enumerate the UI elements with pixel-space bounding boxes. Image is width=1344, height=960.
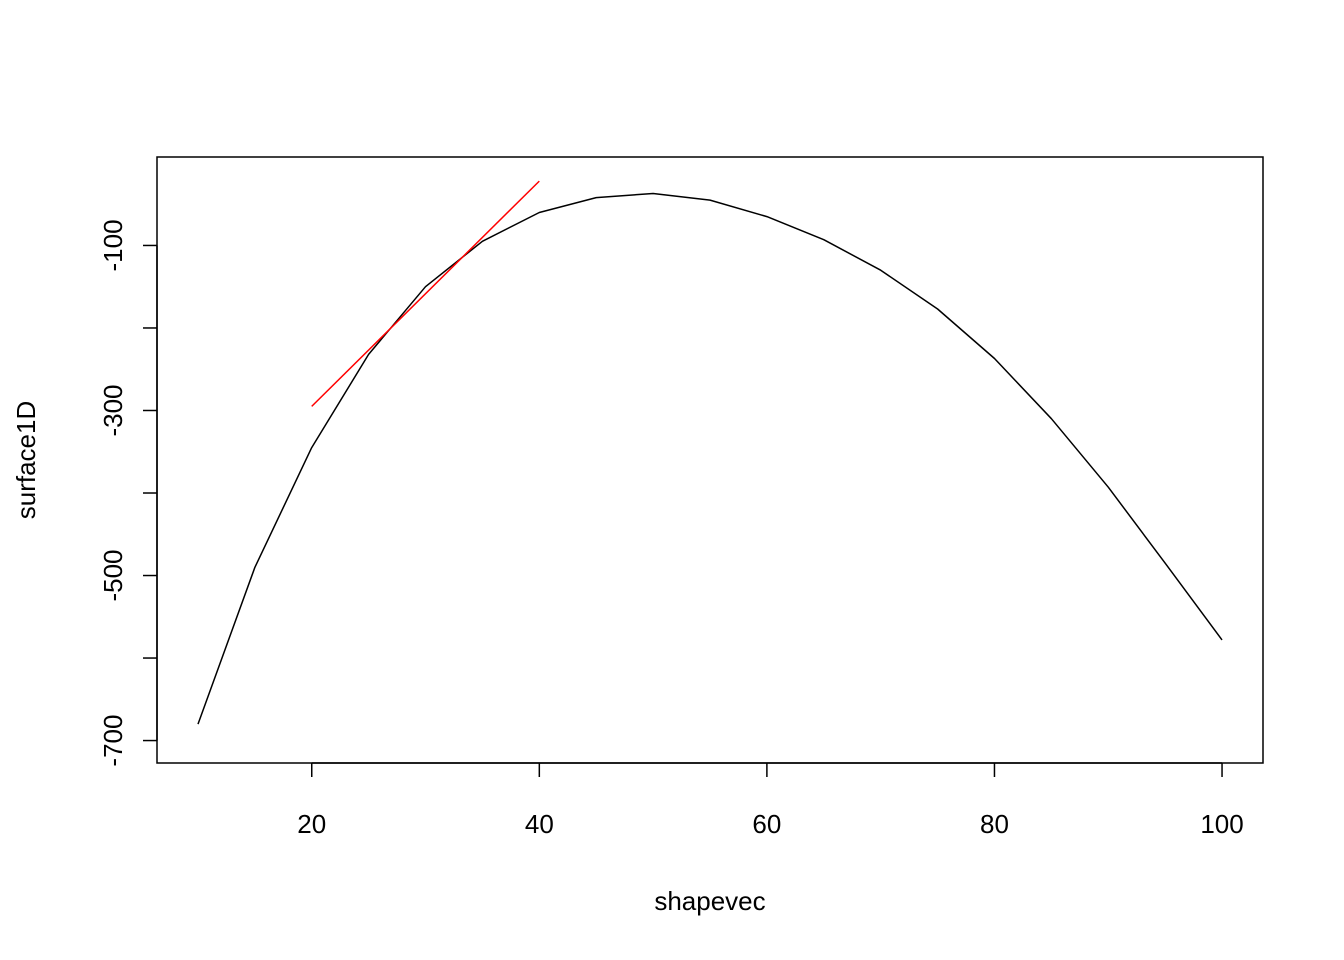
series-layer: [197, 180, 1223, 725]
tangent-line: [311, 180, 540, 407]
y-axis-title: surface1D: [11, 401, 41, 520]
x-tick-label: 80: [980, 809, 1009, 839]
x-tick-label: 20: [297, 809, 326, 839]
y-tick-label: -100: [98, 219, 128, 271]
x-axis-title: shapevec: [654, 886, 765, 916]
x-axis: 20 40 60 80 100: [297, 762, 1244, 839]
curve-series: [197, 192, 1223, 725]
y-axis: -700 -500 -300 -100: [98, 219, 158, 767]
x-tick-label: 100: [1200, 809, 1243, 839]
y-tick-label: -500: [98, 549, 128, 601]
y-tick-label: -300: [98, 384, 128, 436]
x-tick-label: 40: [525, 809, 554, 839]
y-tick-label: -700: [98, 715, 128, 767]
x-tick-label: 60: [752, 809, 781, 839]
plot-box: [156, 156, 1264, 764]
